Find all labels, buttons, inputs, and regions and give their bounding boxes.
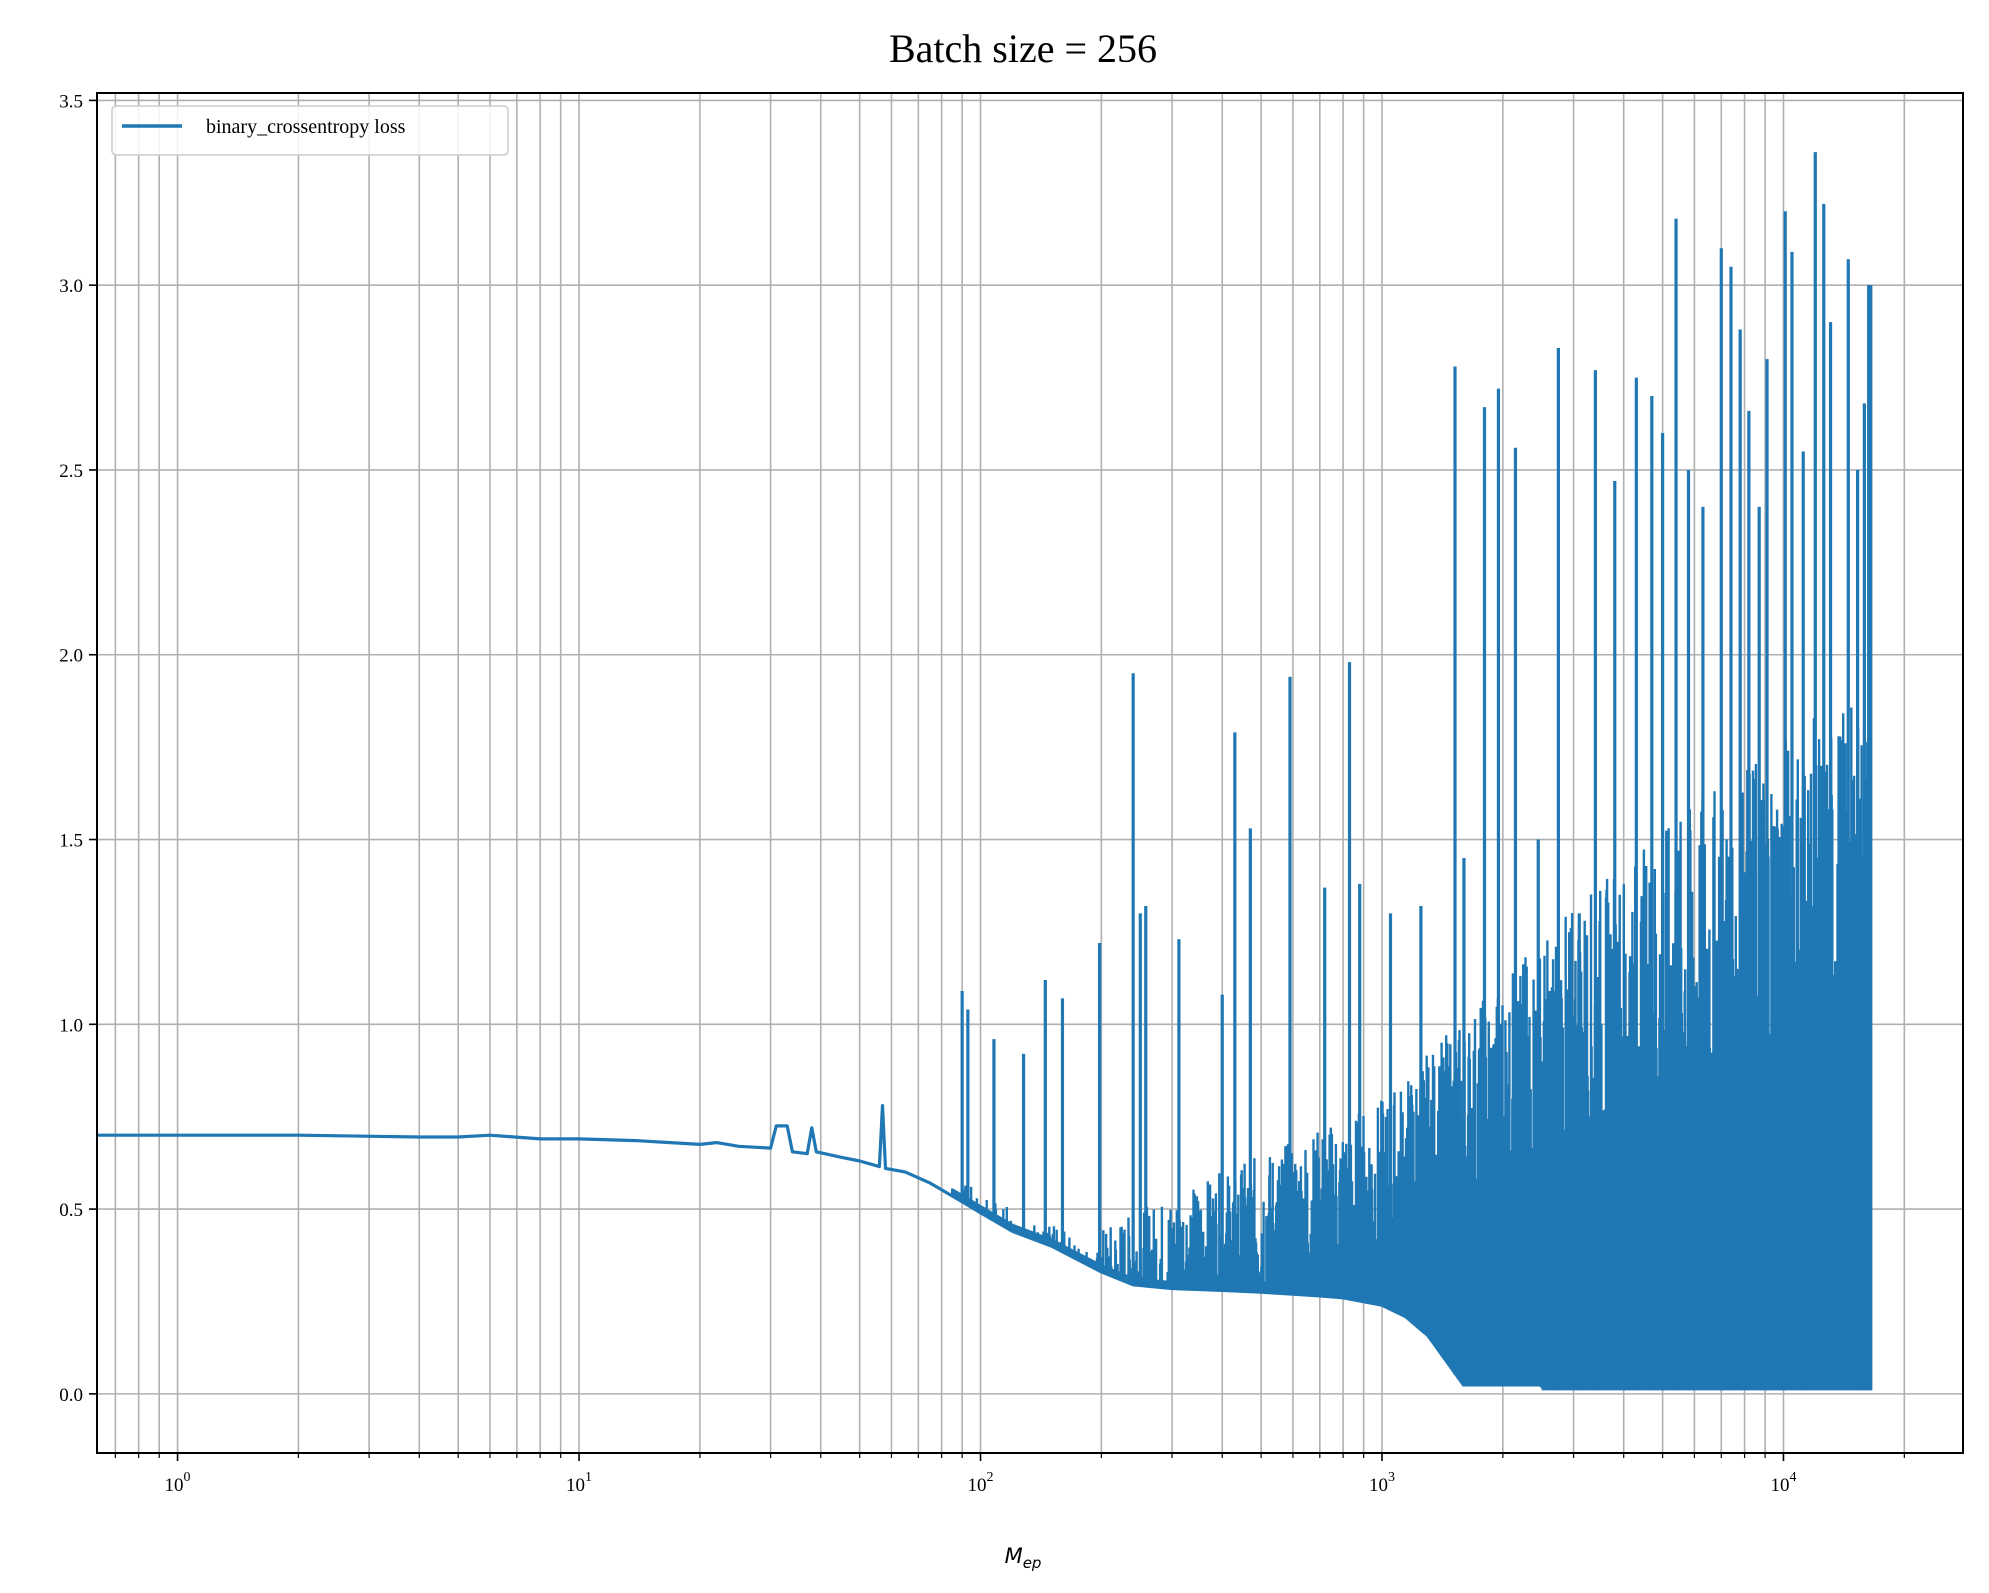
x-tick-label-base: 10 xyxy=(968,1475,987,1496)
x-tick-label: 100 xyxy=(165,1470,191,1496)
axes-frame xyxy=(96,92,1964,1454)
x-tick-label-exponent: 2 xyxy=(987,1470,994,1485)
y-tick-label: 2.0 xyxy=(59,646,83,667)
y-tick-label: 2.5 xyxy=(59,461,83,482)
axis-ticks xyxy=(89,99,1905,1461)
x-tick-label-exponent: 4 xyxy=(1789,1470,1796,1485)
x-tick-label-base: 10 xyxy=(1369,1475,1388,1496)
x-tick-label: 103 xyxy=(1369,1470,1395,1496)
x-tick-label-base: 10 xyxy=(165,1475,184,1496)
x-tick-label-exponent: 3 xyxy=(1388,1470,1395,1485)
legend: binary_crossentropy loss xyxy=(111,105,509,156)
x-axis-label: Mep xyxy=(1005,1544,1042,1572)
legend-label-binary-crossentropy: binary_crossentropy loss xyxy=(206,116,406,138)
x-axis-label-base: M xyxy=(1005,1544,1023,1568)
chart-title: Batch size = 256 xyxy=(889,26,1157,71)
x-tick-label: 102 xyxy=(968,1470,994,1496)
y-tick-label: 0.0 xyxy=(59,1385,83,1406)
x-tick-label-exponent: 0 xyxy=(184,1470,191,1485)
plot-series xyxy=(97,152,1873,1391)
x-tick-label-base: 10 xyxy=(1770,1475,1789,1496)
y-tick-label: 1.0 xyxy=(59,1015,83,1036)
y-tick-label: 0.5 xyxy=(59,1200,83,1221)
x-tick-label-base: 10 xyxy=(566,1475,585,1496)
y-tick-label: 1.5 xyxy=(59,831,83,852)
x-tick-label: 101 xyxy=(566,1470,592,1496)
x-axis-label-subscript: ep xyxy=(1023,1554,1042,1572)
legend-box xyxy=(111,105,509,156)
x-tick-label: 104 xyxy=(1770,1470,1796,1496)
y-tick-label: 3.0 xyxy=(59,276,83,297)
y-tick-label: 3.5 xyxy=(59,91,83,112)
x-tick-label-exponent: 1 xyxy=(585,1470,592,1485)
